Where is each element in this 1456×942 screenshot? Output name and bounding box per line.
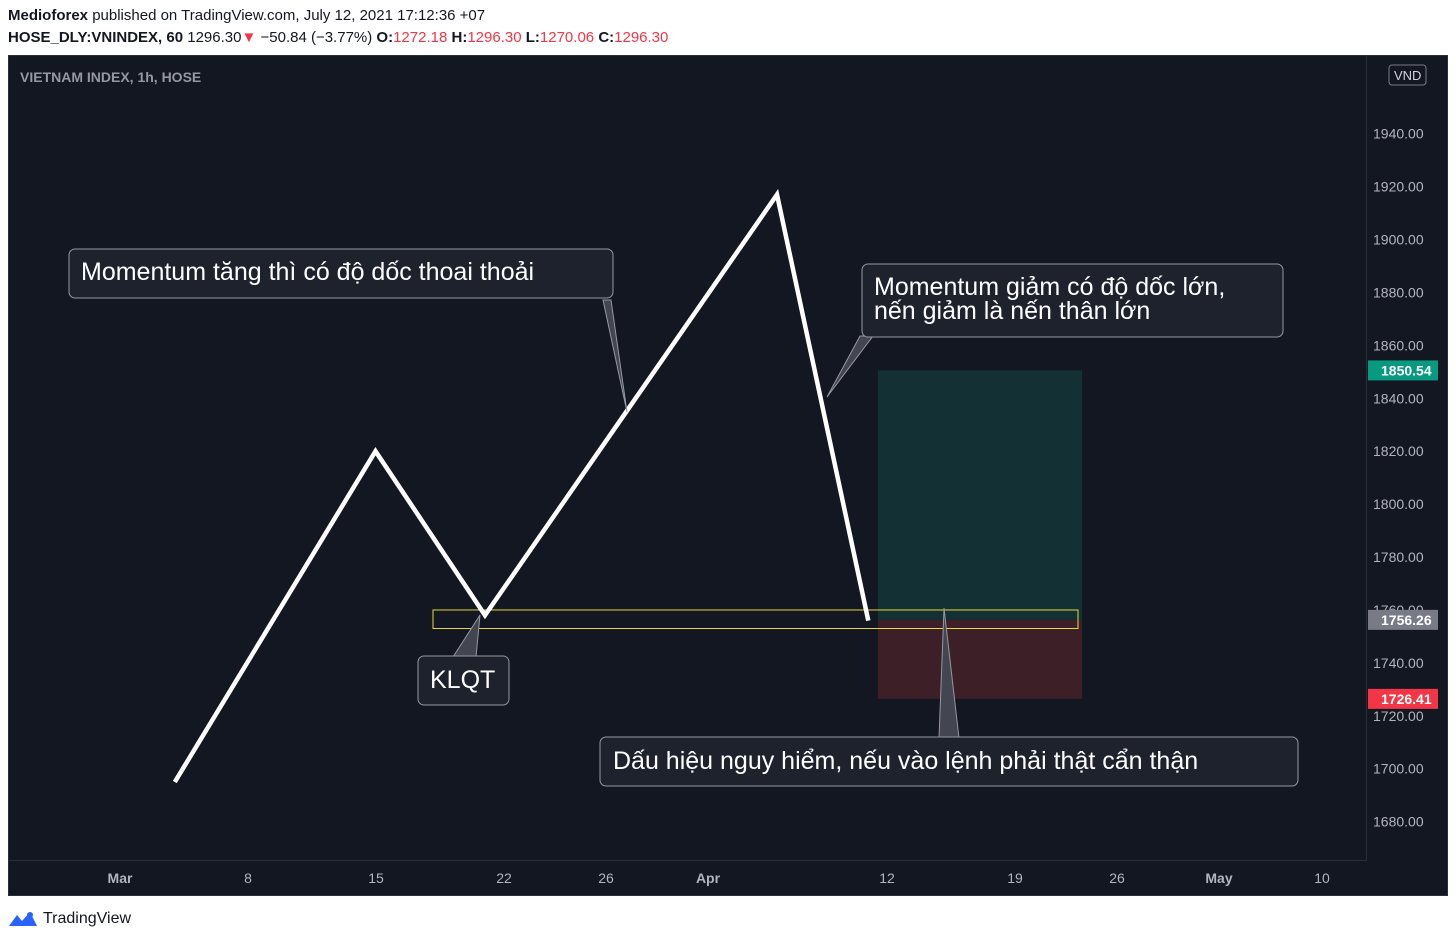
callout-momentum-up-box bbox=[68, 248, 614, 299]
y-tick-label: 1820.00 bbox=[1373, 443, 1424, 459]
callout-klqt-box bbox=[417, 655, 510, 706]
y-tick-label: 1680.00 bbox=[1373, 814, 1424, 830]
callout-klqt-pointer bbox=[452, 614, 481, 658]
chart-frame[interactable]: VIETNAM INDEX, 1h, HOSE 1940.00 1920.00 19… bbox=[8, 55, 1448, 896]
close-label: C: bbox=[598, 29, 615, 46]
high-label: H: bbox=[451, 29, 468, 46]
callout-momentum-up-pointer bbox=[602, 299, 628, 413]
x-tick-label: 26 bbox=[598, 870, 614, 886]
x-tick-label: 19 bbox=[1007, 870, 1023, 886]
y-tick-label: 1920.00 bbox=[1373, 179, 1424, 195]
published-text: published on TradingView.com, July 12, 2… bbox=[92, 7, 486, 24]
x-tick-label: Apr bbox=[696, 870, 721, 886]
y-axis-ticks: 1940.00 1920.00 1900.00 1880.00 1860.00 1840.… bbox=[1373, 126, 1424, 830]
y-tick-label: 1840.00 bbox=[1373, 390, 1424, 406]
y-tick-label: 1800.00 bbox=[1373, 496, 1424, 512]
callout-momentum-up[interactable]: Momentum tăng thì có độ dốc thoai thoải bbox=[68, 248, 628, 413]
callout-klqt[interactable]: KLQT bbox=[417, 614, 510, 706]
tradingview-logo-icon bbox=[9, 912, 37, 926]
y-tick-label: 1780.00 bbox=[1373, 549, 1424, 565]
y-tick-label: 1700.00 bbox=[1373, 761, 1424, 777]
open-value: 1272.18 bbox=[393, 29, 448, 46]
entry-price-label: 1756.26 bbox=[1381, 612, 1432, 628]
callout-momentum-down-pointer bbox=[826, 335, 875, 398]
footer bbox=[0, 896, 1456, 942]
publish-header: Medioforex published on TradingView.com,… bbox=[0, 0, 1456, 55]
chart-title: VIETNAM INDEX, 1h, HOSE bbox=[20, 69, 201, 85]
callout-danger[interactable]: Dấu hiệu nguy hiểm, nếu vào lệnh phải th… bbox=[599, 607, 1299, 787]
entry-price-badge: 1756.26 bbox=[1368, 609, 1438, 630]
open-label: O: bbox=[376, 29, 394, 46]
symbol-info: HOSE_DLY:VNINDEX, 60 1296.30▼ −50.84 (−3… bbox=[8, 29, 668, 46]
y-tick-label: 1740.00 bbox=[1373, 655, 1424, 671]
low-label: L: bbox=[525, 29, 540, 46]
x-tick-label: 12 bbox=[879, 870, 895, 886]
callout-danger-box bbox=[599, 736, 1299, 787]
callout-klqt-text: KLQT bbox=[430, 666, 495, 694]
y-tick-label: 1880.00 bbox=[1373, 284, 1424, 300]
x-tick-label: May bbox=[1205, 870, 1232, 886]
x-tick-label: 8 bbox=[244, 870, 252, 886]
down-arrow-icon: ▼ bbox=[241, 29, 257, 46]
y-tick-label: 1940.00 bbox=[1373, 126, 1424, 142]
last-price: 1296.30 bbox=[187, 29, 242, 46]
callout-momentum-down-box bbox=[861, 263, 1284, 338]
x-tick-label: 26 bbox=[1109, 870, 1125, 886]
x-axis-ticks: Mar 8 15 22 26 Apr 12 19 26 May 10 bbox=[108, 870, 1330, 886]
tradingview-brand[interactable]: TradingView bbox=[8, 910, 131, 928]
stop-price-label: 1726.41 bbox=[1381, 691, 1432, 707]
y-tick-label: 1720.00 bbox=[1373, 708, 1424, 724]
callout-momentum-up-text: Momentum tăng thì có độ dốc thoai thoải bbox=[81, 258, 534, 286]
high-value: 1296.30 bbox=[467, 29, 522, 46]
price-change: −50.84 (−3.77%) bbox=[260, 29, 373, 46]
low-value: 1270.06 bbox=[539, 29, 595, 46]
callout-momentum-down-text-2: nến giảm là nến thân lớn bbox=[874, 297, 1150, 325]
stop-zone[interactable] bbox=[878, 619, 1082, 699]
currency-badge-text: VND bbox=[1394, 68, 1421, 83]
currency-badge[interactable]: VND bbox=[1388, 64, 1427, 86]
author-name[interactable]: Medioforex bbox=[8, 7, 89, 24]
callout-momentum-down[interactable]: Momentum giảm có độ dốc lớn, nến giảm là… bbox=[826, 263, 1284, 398]
stop-price-badge: 1726.41 bbox=[1368, 688, 1438, 709]
x-tick-label: Mar bbox=[108, 870, 133, 886]
callout-danger-text: Dấu hiệu nguy hiểm, nếu vào lệnh phải th… bbox=[613, 747, 1198, 775]
y-tick-label: 1900.00 bbox=[1373, 232, 1424, 248]
target-price-label: 1850.54 bbox=[1381, 362, 1432, 378]
x-tick-label: 15 bbox=[368, 870, 384, 886]
target-price-badge: 1850.54 bbox=[1368, 360, 1438, 381]
tradingview-brand-text: TradingView bbox=[43, 910, 132, 927]
y-tick-label: 1860.00 bbox=[1373, 337, 1424, 353]
price-chart[interactable]: VIETNAM INDEX, 1h, HOSE 1940.001920.0019… bbox=[9, 56, 1447, 895]
symbol-name: HOSE_DLY:VNINDEX, 60 bbox=[8, 29, 184, 46]
klqt-zone[interactable] bbox=[432, 609, 1079, 630]
callout-momentum-down-text-1: Momentum giảm có độ dốc lớn, bbox=[874, 273, 1225, 301]
publish-info: Medioforex published on TradingView.com,… bbox=[8, 7, 485, 24]
target-zone[interactable] bbox=[878, 370, 1082, 620]
x-tick-label: 10 bbox=[1314, 870, 1330, 886]
x-tick-label: 22 bbox=[496, 870, 512, 886]
close-value: 1296.30 bbox=[614, 29, 669, 46]
price-line[interactable] bbox=[172, 189, 871, 784]
